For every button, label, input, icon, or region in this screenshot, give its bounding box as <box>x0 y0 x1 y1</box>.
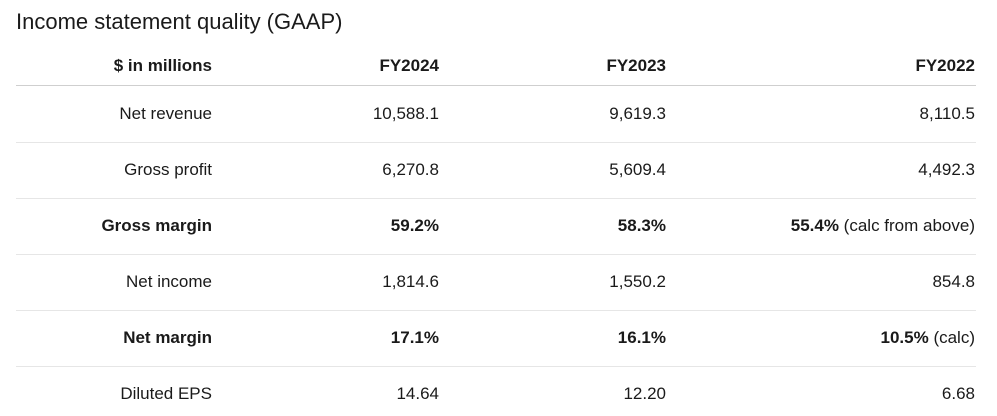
value: 6.68 <box>941 384 975 403</box>
value-cell: 9,619.3 <box>609 103 666 125</box>
value-cell: 854.8 <box>932 271 975 293</box>
header-cell: FY2023 <box>606 56 666 75</box>
row-rule <box>16 198 976 199</box>
value-cell: 4,492.3 <box>918 159 975 181</box>
value: 55.4% <box>790 216 839 235</box>
value: 9,619.3 <box>609 104 666 123</box>
header-cell: $ in millions <box>113 56 212 75</box>
value: 4,492.3 <box>918 160 975 179</box>
value: 12.20 <box>623 384 666 403</box>
value: 6,270.8 <box>382 160 439 179</box>
value-cell: 10.5% (calc) <box>881 327 976 349</box>
value: 14.64 <box>396 384 439 403</box>
value-cell: 16.1% <box>618 327 666 349</box>
value: 10,588.1 <box>372 104 439 123</box>
value: 10.5% <box>880 328 929 347</box>
value-cell: 6,270.8 <box>382 159 439 181</box>
value-cell: 12.20 <box>623 383 666 405</box>
title: Income statement quality (GAAP) <box>16 9 343 34</box>
value: 16.1% <box>617 328 666 347</box>
note: (calc from above) <box>843 216 975 235</box>
value: 854.8 <box>932 272 975 291</box>
value-cell: 10,588.1 <box>373 103 439 125</box>
row-label: Net margin <box>123 328 212 347</box>
row-label: Net income <box>126 272 212 291</box>
row-label: Gross margin <box>101 216 212 235</box>
value: 8,110.5 <box>919 104 975 123</box>
value-cell: 1,550.2 <box>609 271 666 293</box>
row-label: Diluted EPS <box>120 384 212 403</box>
row-rule <box>16 366 976 367</box>
row-rule <box>16 254 976 255</box>
value-cell: 1,814.6 <box>382 271 439 293</box>
value: 5,609.4 <box>609 160 666 179</box>
row-rule <box>16 142 976 143</box>
value-cell: 55.4% (calc from above) <box>791 215 975 237</box>
header-rule <box>16 85 976 86</box>
value-cell: 8,110.5 <box>920 103 975 125</box>
value-cell: 17.1% <box>391 327 439 349</box>
row-rule <box>16 310 976 311</box>
row-label: Net revenue <box>119 104 212 123</box>
value-cell: 6.68 <box>942 383 975 405</box>
value-cell: 59.2% <box>391 215 439 237</box>
value: 17.1% <box>390 328 439 347</box>
value: 59.2% <box>390 216 439 235</box>
value: 1,814.6 <box>382 272 439 291</box>
value-cell: 58.3% <box>618 215 666 237</box>
value: 58.3% <box>617 216 666 235</box>
value: 1,550.2 <box>609 272 666 291</box>
value-cell: 14.64 <box>396 383 439 405</box>
header-cell: FY2024 <box>379 56 439 75</box>
row-label: Gross profit <box>124 160 212 179</box>
header-cell: FY2022 <box>915 56 975 75</box>
value-cell: 5,609.4 <box>609 159 666 181</box>
note: (calc) <box>933 328 975 347</box>
